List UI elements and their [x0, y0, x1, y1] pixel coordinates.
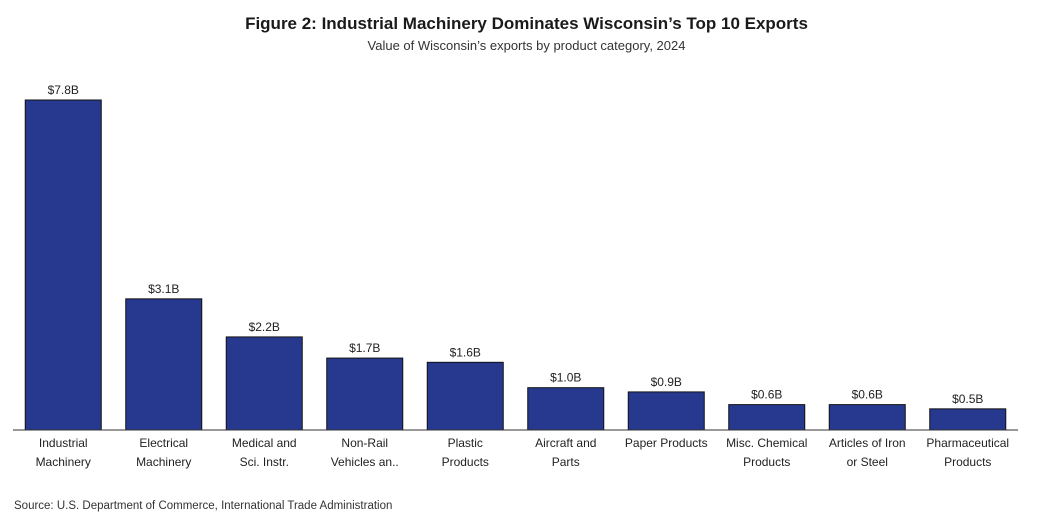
- chart-title: Figure 2: Industrial Machinery Dominates…: [245, 14, 808, 33]
- bar: [728, 404, 806, 431]
- category-label: Sci. Instr.: [240, 455, 289, 469]
- category-label: Electrical: [139, 436, 188, 450]
- data-label: $0.6B: [751, 388, 782, 402]
- category-labels-group: Industrial Machinery Electrical Machinery Me…: [36, 436, 1010, 469]
- data-label: $0.9B: [651, 375, 682, 389]
- category-label: Articles of Iron: [829, 436, 906, 450]
- category-label: Vehicles an..: [331, 455, 399, 469]
- bar: [326, 357, 404, 431]
- data-label: $2.2B: [249, 320, 280, 334]
- data-label: $0.5B: [952, 392, 983, 406]
- source-note: Source: U.S. Department of Commerce, Int…: [14, 500, 393, 512]
- category-label: Plastic: [448, 436, 483, 450]
- category-label: Parts: [552, 455, 580, 469]
- category-label: Machinery: [36, 455, 91, 469]
- category-label: Medical and: [232, 436, 297, 450]
- bar: [225, 336, 303, 431]
- bar: [24, 99, 102, 431]
- category-label: Products: [743, 455, 790, 469]
- bar: [426, 361, 504, 431]
- category-label: Aircraft and: [535, 436, 596, 450]
- data-label: $1.6B: [450, 345, 481, 359]
- bars-group: [24, 99, 1007, 431]
- category-label: or Steel: [847, 455, 888, 469]
- category-label: Products: [442, 455, 489, 469]
- bar: [828, 404, 906, 431]
- category-label: Misc. Chemical: [726, 436, 807, 450]
- category-label: Machinery: [136, 455, 191, 469]
- data-label: $1.0B: [550, 371, 581, 385]
- bar: [527, 387, 605, 431]
- data-label: $7.8B: [48, 83, 79, 97]
- category-label: Non-Rail: [341, 436, 388, 450]
- bar: [929, 408, 1007, 431]
- category-label: Industrial: [39, 436, 88, 450]
- data-label: $3.1B: [148, 282, 179, 296]
- data-label: $1.7B: [349, 341, 380, 355]
- category-label: Paper Products: [625, 436, 708, 450]
- data-labels-group: $7.8B $3.1B $2.2B $1.7B $1.6B $1.0B $0.9B $0.6B…: [48, 83, 984, 406]
- category-label: Pharmaceutical: [926, 436, 1009, 450]
- data-label: $0.6B: [852, 388, 883, 402]
- category-label: Products: [944, 455, 991, 469]
- bar: [125, 298, 203, 431]
- chart-subtitle: Value of Wisconsin’s exports by product …: [367, 38, 686, 53]
- bar: [627, 391, 705, 431]
